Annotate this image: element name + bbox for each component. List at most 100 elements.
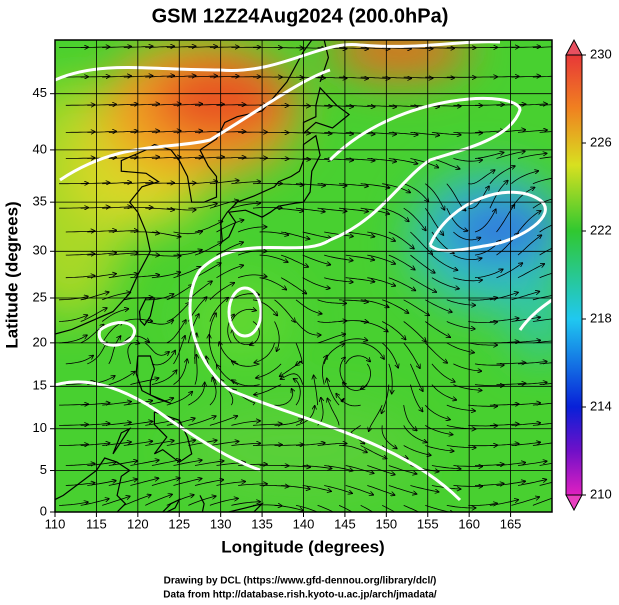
streamline [425,425,452,434]
streamline [339,77,368,78]
streamline [232,361,260,367]
streamline [403,183,429,202]
streamline [511,317,540,322]
streamline [145,76,174,77]
contour-line [55,40,501,82]
streamline [532,318,552,322]
streamline [475,464,504,465]
streamline [339,445,367,453]
streamline [388,105,418,107]
streamline [252,424,282,426]
streamline [403,321,426,342]
streamline [87,462,116,466]
streamline [194,461,224,466]
streamline [166,46,196,47]
streamline [489,500,518,506]
streamline [80,443,110,446]
streamline [324,231,353,236]
streamline [130,131,159,133]
streamline [425,183,444,210]
streamline [539,247,552,256]
streamline [317,184,347,186]
streamline [151,272,181,279]
streamline [532,46,552,48]
streamline [532,422,552,426]
y-tick-label: 45 [33,85,47,100]
streamline [511,497,539,506]
streamline [468,322,497,323]
streamline [511,442,540,446]
streamline [468,405,497,406]
streamline [145,420,174,426]
streamline [382,299,408,313]
streamline [317,299,347,304]
streamline [145,342,169,356]
streamline [324,465,353,471]
streamline [496,363,526,364]
streamline [517,461,547,466]
streamline [130,460,159,466]
streamline [431,277,459,289]
streamline [360,183,390,188]
streamline [130,232,159,234]
axes: 110 115 120 125 130 135 140 145 150 155 160 165 0 5 10… [33,85,522,531]
streamline [209,181,239,185]
streamline [80,423,110,425]
streamline [388,363,392,394]
streamline [102,47,131,48]
streamline [367,277,395,286]
streamline [317,505,334,512]
streamline [317,77,347,78]
streamline [151,231,181,237]
streamline [173,131,203,133]
streamline [339,183,368,187]
streamline [410,277,436,293]
streamline [274,299,296,322]
streamline [302,132,332,133]
streamline [345,254,375,260]
streamline [102,207,131,209]
streamline [381,425,397,448]
streamline [489,292,518,301]
streamline [151,255,181,256]
streamline [295,321,321,336]
streamline [532,402,552,406]
streamline [474,484,504,486]
streamline [209,47,239,48]
streamline [145,398,173,406]
y-tick-label: 5 [40,462,47,477]
streamline [274,445,304,446]
streamline [317,207,347,211]
streamline [65,464,95,466]
streamline [209,283,234,301]
streamline [322,356,327,385]
streamline [80,325,104,344]
streamline [468,186,489,210]
streamline [130,378,158,385]
streamline [474,385,504,386]
streamline [360,321,388,332]
streamline [59,444,88,445]
streamline [511,423,540,426]
streamline [194,480,223,486]
streamline [281,159,310,160]
streamline [173,157,203,159]
streamline [324,132,353,134]
streamline [274,207,304,211]
streamline [382,183,410,193]
streamline [256,363,282,378]
streamline [453,231,480,240]
streamline [388,254,415,270]
y-tick-label: 15 [33,378,47,393]
streamline [345,485,374,495]
streamline [360,77,390,78]
streamline [446,321,475,329]
coastline [55,40,313,335]
contour-line [518,298,552,331]
streamline [209,441,239,446]
streamline [166,392,193,406]
streamline [324,277,353,282]
y-tick-label: 30 [33,243,47,258]
streamline [360,445,387,459]
streamline [188,204,217,209]
